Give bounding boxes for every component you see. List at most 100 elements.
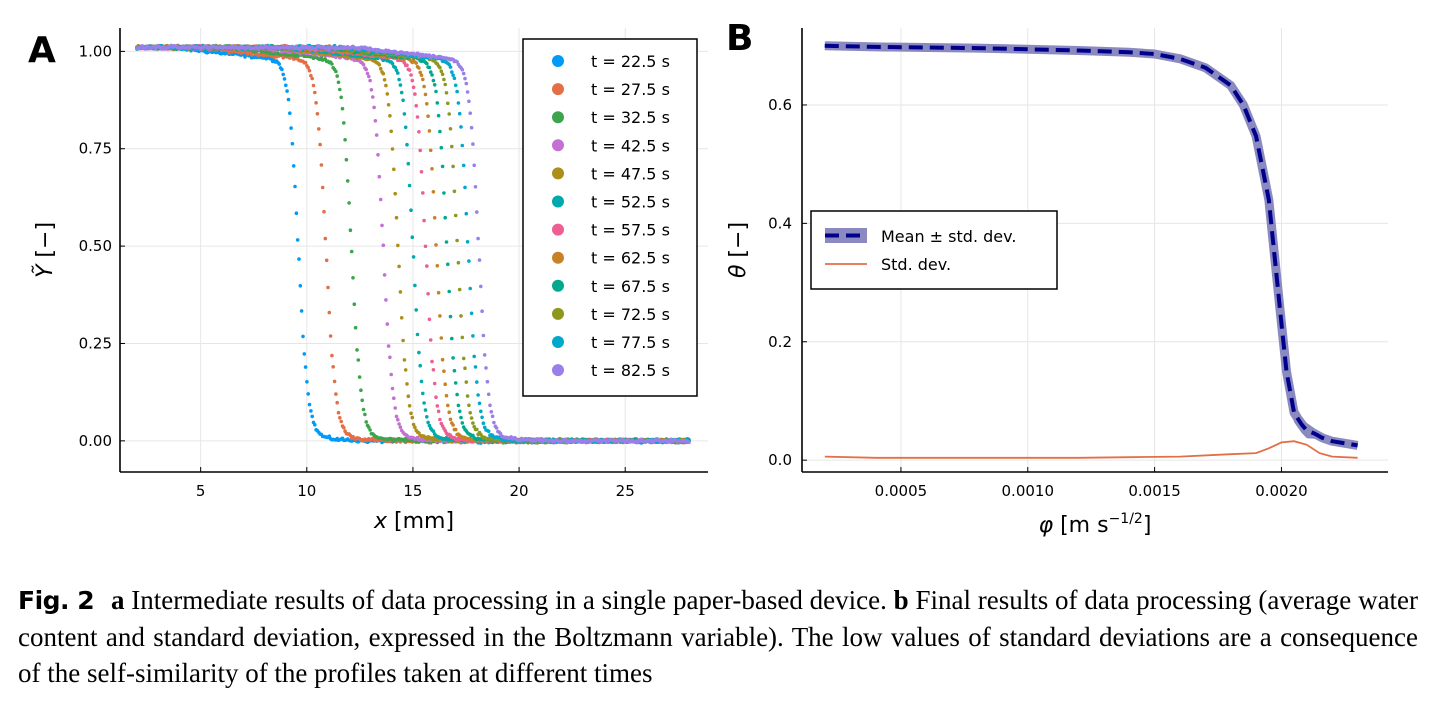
data-point [385, 92, 390, 96]
data-point [319, 163, 324, 167]
data-point [435, 264, 440, 268]
data-point [413, 283, 417, 288]
data-point [298, 284, 303, 288]
data-point [415, 115, 420, 119]
data-point [442, 191, 446, 195]
data-point [460, 67, 465, 72]
data-point [340, 106, 345, 111]
data-point [469, 311, 474, 316]
data-point [434, 395, 438, 400]
data-point [461, 356, 466, 361]
data-point [425, 102, 429, 106]
data-point [432, 381, 437, 386]
data-point [430, 359, 434, 364]
data-point [384, 83, 388, 88]
data-point [488, 403, 492, 408]
data-point [314, 101, 318, 105]
data-point [386, 344, 391, 348]
data-point [384, 298, 388, 302]
data-point [428, 70, 433, 74]
data-point [494, 426, 499, 430]
data-point [411, 255, 416, 259]
data-point [422, 218, 426, 223]
data-point [360, 398, 365, 403]
data-point [368, 78, 372, 83]
data-point [461, 71, 466, 76]
data-point [336, 80, 341, 85]
data-point [451, 423, 455, 427]
data-point [335, 74, 340, 78]
data-point [482, 425, 487, 430]
data-point [438, 314, 442, 318]
data-point [357, 375, 362, 379]
data-point [452, 368, 457, 373]
data-point [303, 365, 308, 369]
data-point [427, 317, 432, 322]
data-point [328, 334, 333, 338]
data-point [335, 400, 340, 405]
data-point [463, 366, 467, 371]
data-point [302, 352, 307, 356]
data-point [361, 62, 366, 67]
data-point [459, 314, 463, 318]
data-point [392, 167, 396, 172]
data-point [422, 84, 426, 89]
data-point [339, 95, 344, 100]
data-point [418, 70, 423, 75]
data-point [431, 429, 436, 434]
data-point [409, 411, 413, 416]
data-point [336, 410, 341, 415]
data-point [453, 213, 458, 218]
data-point [407, 183, 412, 188]
data-point [468, 411, 473, 415]
data-point [397, 422, 401, 426]
data-point [477, 258, 482, 262]
scatter-series [135, 43, 691, 445]
data-point [318, 142, 322, 147]
data-point [436, 113, 441, 118]
data-point [374, 133, 379, 137]
data-point [406, 161, 411, 166]
data-point [344, 157, 349, 162]
data-point [479, 409, 483, 414]
data-point [409, 73, 413, 77]
data-point [367, 74, 371, 79]
data-point [463, 76, 467, 81]
data-point [476, 236, 480, 241]
data-point [472, 163, 477, 168]
x-tick-label: 10 [297, 482, 316, 500]
data-point [453, 381, 458, 385]
data-point [377, 174, 382, 179]
data-point [425, 415, 429, 419]
data-point [467, 99, 471, 104]
data-point [301, 334, 305, 339]
data-point [323, 236, 328, 241]
data-point [431, 368, 436, 372]
data-point [422, 401, 426, 405]
data-point [299, 309, 304, 313]
data-point [394, 68, 399, 73]
data-point [338, 87, 342, 92]
data-point [427, 65, 432, 70]
data-point [386, 103, 391, 107]
data-point [399, 90, 404, 95]
data-point [324, 258, 329, 263]
data-point [347, 201, 351, 205]
y-tick-label: 0.00 [79, 432, 112, 450]
data-point [288, 111, 292, 115]
data-point [289, 126, 293, 130]
data-point [460, 335, 465, 340]
data-point [393, 191, 398, 196]
data-point [489, 410, 494, 414]
data-point [390, 61, 395, 66]
data-point [468, 286, 473, 291]
data-point [334, 69, 338, 74]
data-point [396, 243, 400, 248]
data-point [435, 101, 440, 105]
data-point [443, 215, 448, 220]
data-point [309, 73, 313, 78]
data-point [320, 185, 325, 190]
data-point [444, 240, 449, 244]
data-point [467, 403, 471, 408]
data-point [439, 336, 444, 340]
